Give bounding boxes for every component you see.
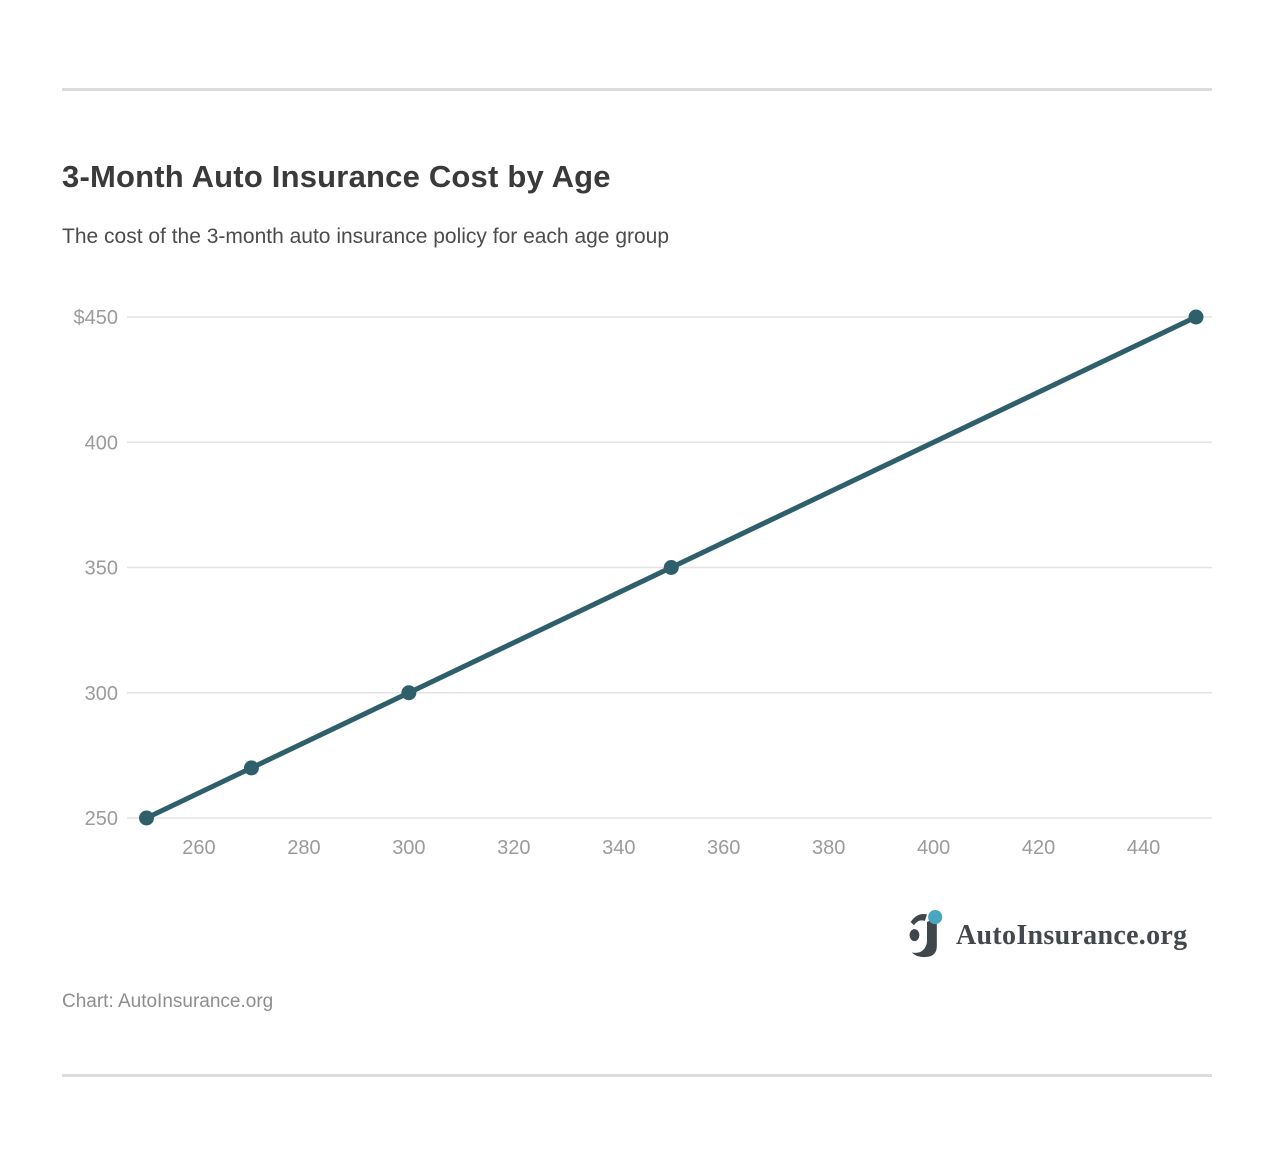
x-tick-label: 440 <box>1127 837 1160 859</box>
y-tick-label: 300 <box>85 683 118 705</box>
chart-subtitle: The cost of the 3-month auto insurance p… <box>62 225 670 248</box>
data-point <box>243 760 259 776</box>
data-point <box>1188 309 1204 325</box>
y-tick-label: 400 <box>85 432 118 454</box>
x-tick-label: 320 <box>497 837 530 859</box>
top-divider <box>62 88 1212 91</box>
x-tick-label: 420 <box>1022 837 1055 859</box>
data-point <box>663 560 679 575</box>
chart-credit: Chart: AutoInsurance.org <box>62 991 274 1012</box>
y-tick-label: 350 <box>85 558 118 580</box>
x-tick-label: 260 <box>182 837 215 859</box>
x-tick-label: 280 <box>287 837 320 859</box>
data-point <box>139 810 154 826</box>
x-tick-label: 380 <box>812 837 845 859</box>
data-point <box>401 685 417 701</box>
x-tick-label: 360 <box>707 837 740 859</box>
autoinsurance-logo: AutoInsurance.org <box>908 908 1187 960</box>
chart-title: 3-Month Auto Insurance Cost by Age <box>62 159 611 194</box>
autoinsurance-logo-icon <box>909 910 943 958</box>
y-tick-label: 250 <box>85 808 118 830</box>
x-tick-label: 400 <box>917 837 950 859</box>
y-tick-label: $450 <box>74 307 119 329</box>
autoinsurance-logo-text: AutoInsurance.org <box>956 920 1188 951</box>
bottom-divider <box>62 1074 1212 1077</box>
x-tick-label: 340 <box>602 837 635 859</box>
x-tick-label: 300 <box>392 837 425 859</box>
